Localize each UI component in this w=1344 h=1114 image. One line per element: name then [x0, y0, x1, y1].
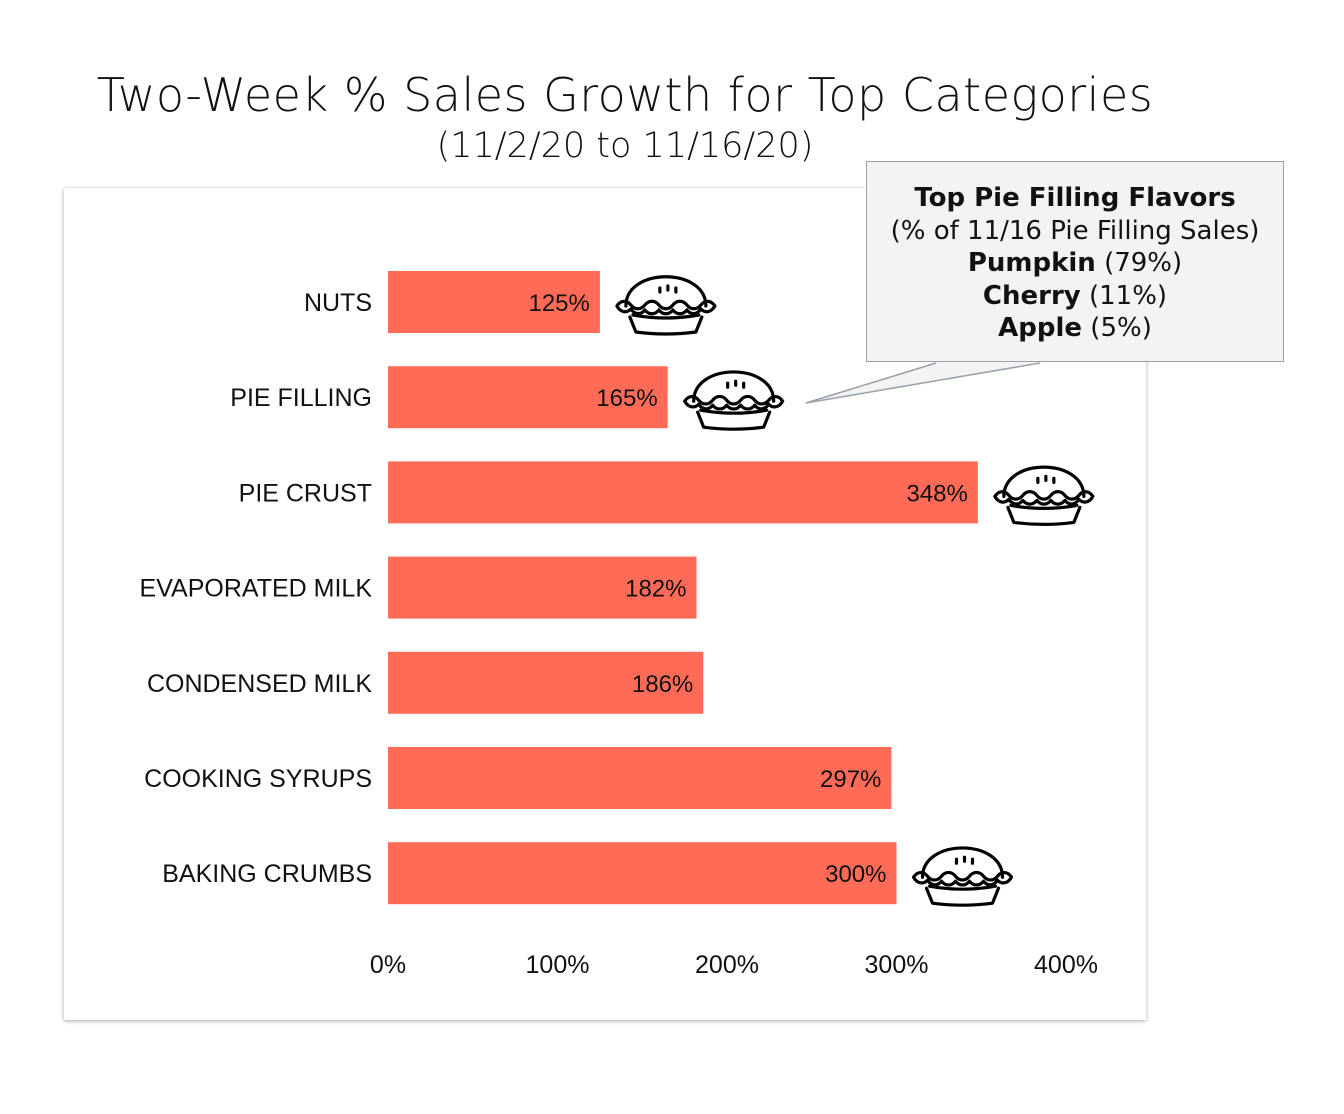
bar [388, 556, 697, 619]
x-tick-label: 0% [370, 951, 406, 979]
flavor-share: (79%) [1104, 248, 1183, 278]
x-tick-label: 400% [1034, 951, 1098, 979]
flavor-name: Cherry [982, 280, 1081, 311]
bar [388, 271, 600, 333]
bar-value-label: 182% [625, 576, 686, 603]
category-label: COOKING SYRUPS [144, 765, 372, 793]
bar [388, 651, 704, 714]
category-label: CONDENSED MILK [147, 670, 372, 698]
x-tick-label: 300% [865, 951, 929, 979]
chart-title: Two-Week % Sales Growth for Top Categori… [96, 68, 1154, 122]
bar-value-label: 297% [820, 766, 881, 793]
bar [388, 461, 978, 524]
x-tick-label: 100% [526, 951, 590, 979]
pie-icon [683, 370, 785, 431]
pie-icon [615, 275, 717, 336]
callout-subheading: (% of 11/16 Pie Filling Sales) [890, 215, 1260, 246]
bar-value-label: 348% [906, 480, 967, 507]
pie-icon [911, 846, 1014, 907]
pie-icon [993, 465, 1095, 527]
bar [388, 747, 892, 809]
bar [388, 366, 668, 429]
bar-value-label: 125% [528, 290, 589, 317]
callout-item: Apple (5%) [867, 312, 1283, 345]
category-label: PIE CRUST [239, 479, 372, 507]
flavor-share: (5%) [1090, 313, 1152, 343]
bar-value-label: 165% [596, 385, 657, 412]
category-label: BAKING CRUMBS [162, 860, 372, 888]
callout-pointer [805, 362, 1041, 404]
category-label: EVAPORATED MILK [140, 575, 373, 603]
pie-filling-callout: Top Pie Filling Flavors (% of 11/16 Pie … [866, 161, 1284, 362]
callout-heading: Top Pie Filling Flavors [914, 183, 1236, 213]
x-tick-label: 200% [695, 951, 759, 979]
flavor-name: Pumpkin [967, 248, 1096, 278]
callout-item: Pumpkin (79%) [867, 247, 1283, 280]
bar-value-label: 300% [825, 861, 886, 888]
bar [388, 842, 897, 905]
bar-value-label: 186% [632, 671, 693, 698]
callout-item: Cherry (11%) [867, 280, 1283, 313]
chart-subtitle: (11/2/20 to 11/16/20) [436, 126, 814, 166]
category-label: NUTS [304, 289, 372, 317]
flavor-name: Apple [998, 313, 1083, 343]
flavor-share: (11%) [1089, 280, 1168, 311]
category-label: PIE FILLING [230, 384, 372, 412]
